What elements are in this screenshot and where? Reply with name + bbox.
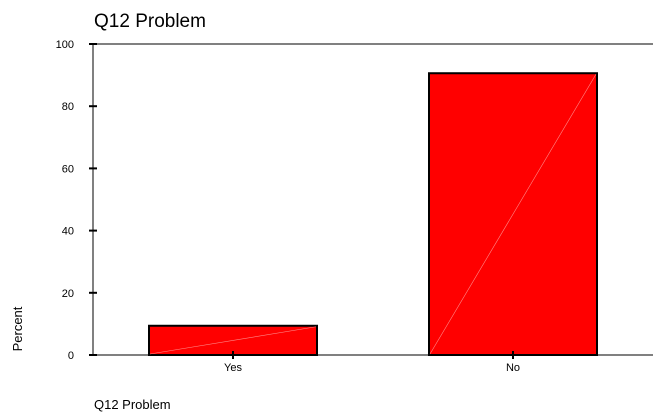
y-tick-label: 20 xyxy=(62,288,74,300)
y-axis-ticks: 0 20 40 60 80 100 xyxy=(56,39,97,362)
bar-diagonal xyxy=(429,74,597,355)
x-axis-title: Q12 Problem xyxy=(94,397,171,412)
y-tick-label: 0 xyxy=(68,350,74,362)
y-axis-title: Percent xyxy=(10,306,25,351)
x-tick-label: No xyxy=(506,362,520,374)
bar-diagonal xyxy=(149,326,317,355)
y-tick-label: 80 xyxy=(62,101,74,113)
bar-no xyxy=(428,72,598,356)
y-tick-label: 100 xyxy=(56,39,74,51)
y-tick-label: 60 xyxy=(62,163,74,175)
bar-yes xyxy=(148,324,318,356)
y-tick-label: 40 xyxy=(62,226,74,238)
bar xyxy=(148,324,318,356)
x-axis-ticks: Yes No xyxy=(224,351,520,374)
chart-title: Q12 Problem xyxy=(94,11,206,32)
bars xyxy=(148,72,598,356)
x-tick-label: Yes xyxy=(224,362,242,374)
